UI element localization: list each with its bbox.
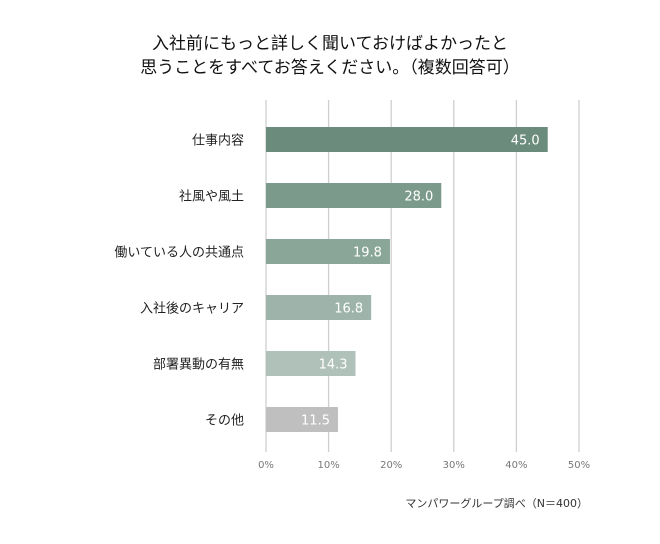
data-label: 16.8	[334, 302, 363, 317]
category-label: その他	[205, 414, 244, 429]
category-label: 入社後のキャリア	[140, 301, 244, 317]
data-label: 11.5	[301, 414, 330, 429]
chart-title-line-2: 思うことをすべてお答えください。（複数回答可）	[140, 58, 520, 78]
chart-title-line-1: 入社前にもっと詳しく聞いておけばよかったと	[152, 34, 508, 54]
category-label: 仕事内容	[192, 133, 244, 149]
category-label: 働いている人の共通点	[114, 246, 244, 261]
bar	[266, 407, 338, 432]
data-label: 14.3	[319, 358, 348, 373]
source-note: マンパワーグループ調べ（N＝400）	[405, 497, 588, 510]
data-label: 45.0	[511, 134, 540, 149]
category-label: 社風や風土	[179, 189, 244, 205]
data-label: 19.8	[353, 246, 382, 261]
category-label: 部署異動の有無	[153, 358, 244, 373]
bar	[266, 183, 442, 208]
x-tick-label: 20%	[380, 460, 402, 471]
bar	[266, 351, 356, 376]
x-tick-label: 0%	[258, 460, 274, 471]
x-tick-label: 40%	[505, 460, 527, 471]
data-label: 28.0	[404, 190, 433, 205]
x-tick-label: 50%	[568, 460, 590, 471]
bar	[266, 239, 390, 264]
x-tick-label: 30%	[443, 460, 465, 471]
bar	[266, 127, 548, 152]
x-tick-label: 10%	[317, 460, 339, 471]
bar	[266, 295, 372, 320]
